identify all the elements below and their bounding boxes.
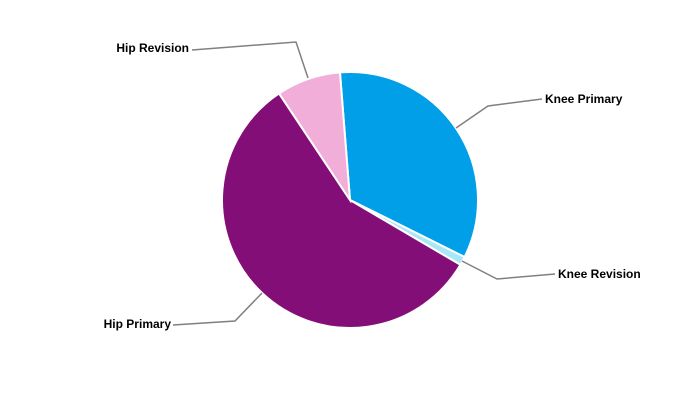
leader-line	[461, 260, 556, 280]
slice-label: Knee Revision	[558, 267, 641, 281]
pie-slice-hip-primary	[221, 92, 462, 329]
leader-lines	[172, 41, 556, 326]
slice-labels: Knee Primary Knee Revision Hip Primary Hip …	[104, 41, 641, 331]
leader-line	[191, 41, 309, 79]
pie-slice-knee-primary	[338, 71, 479, 259]
pie-slices	[221, 71, 479, 329]
leader-line	[172, 292, 263, 326]
slice-label: Hip Revision	[116, 41, 189, 55]
pie-slice-hip-revision	[277, 71, 352, 204]
slice-label: Hip Primary	[104, 317, 172, 331]
leader-line	[455, 98, 543, 129]
slice-label: Knee Primary	[545, 92, 623, 106]
